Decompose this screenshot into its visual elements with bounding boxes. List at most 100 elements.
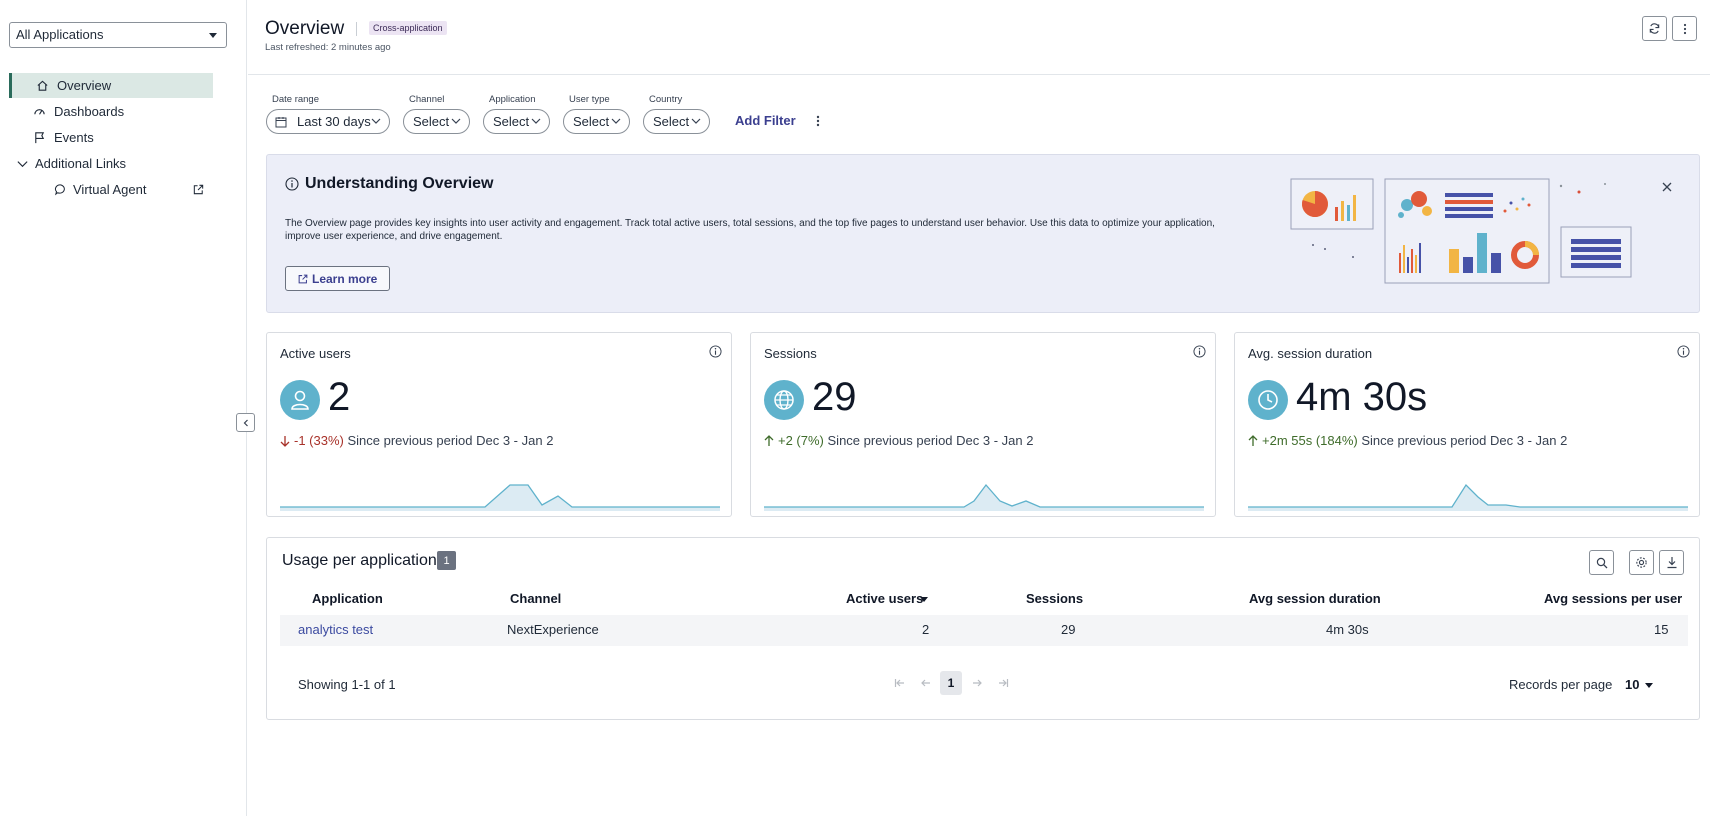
scope-badge: Cross-application	[369, 21, 447, 35]
card-title: Active users	[280, 346, 351, 361]
learn-more-button[interactable]: Learn more	[285, 266, 390, 291]
card-title: Avg. session duration	[1248, 346, 1373, 361]
application-filter[interactable]: Select	[483, 109, 550, 134]
previous-page-button[interactable]	[915, 671, 937, 695]
chat-icon	[54, 184, 65, 196]
close-icon[interactable]	[1661, 181, 1673, 193]
sort-descending-icon	[920, 597, 928, 602]
avg-session-duration-cell: 4m 30s	[1326, 622, 1369, 637]
sidebar-item-dashboards[interactable]: Dashboards	[9, 99, 213, 124]
showing-count: Showing 1-1 of 1	[298, 677, 396, 692]
first-page-button[interactable]	[889, 671, 911, 695]
user-type-value: Select	[573, 114, 610, 129]
delta-since: Since previous period Dec 3 - Jan 2	[1361, 433, 1568, 448]
external-link-icon[interactable]	[192, 183, 205, 196]
arrow-down-icon	[280, 436, 290, 447]
active-users-value: 2	[328, 375, 351, 419]
records-per-page-select[interactable]: 10	[1625, 677, 1640, 692]
country-value: Select	[653, 114, 690, 129]
column-header-avg-sessions-per-user[interactable]: Avg sessions per user	[1544, 591, 1683, 606]
calendar-icon	[275, 117, 287, 128]
settings-button[interactable]	[1629, 550, 1654, 575]
last-page-button[interactable]	[992, 671, 1014, 695]
arrow-up-icon	[764, 435, 774, 446]
date-range-label: Date range	[272, 94, 320, 105]
user-type-filter[interactable]: Select	[563, 109, 630, 134]
refresh-icon	[1649, 23, 1660, 34]
active-users-delta: -1 (33%) Since previous period Dec 3 - J…	[280, 433, 553, 448]
application-value: Select	[493, 114, 530, 129]
overview-illustration	[1290, 178, 1632, 284]
sidebar-group-additional-links[interactable]: Additional Links	[9, 151, 213, 176]
user-type-label: User type	[569, 94, 610, 105]
sessions-cell: 29	[1061, 622, 1076, 637]
arrow-right-icon	[973, 679, 982, 687]
info-icon[interactable]	[1193, 345, 1206, 358]
add-filter-button[interactable]: Add Filter	[735, 113, 796, 128]
refresh-button[interactable]	[1642, 16, 1667, 41]
avg-session-duration-card: Avg. session duration 4m 30s +2m 55s (18…	[1234, 332, 1700, 517]
column-header-channel[interactable]: Channel	[510, 591, 562, 606]
channel-filter[interactable]: Select	[403, 109, 470, 134]
sessions-value: 29	[812, 375, 857, 419]
chevron-down-icon	[451, 118, 461, 124]
search-button[interactable]	[1589, 550, 1614, 575]
country-filter[interactable]: Select	[643, 109, 710, 134]
kebab-icon	[1683, 23, 1686, 34]
sidebar-item-label: Overview	[57, 78, 112, 93]
country-label: Country	[649, 94, 683, 105]
caret-down-icon	[209, 33, 217, 38]
sidebar-item-label: Events	[54, 130, 94, 145]
chevron-down-icon	[611, 118, 621, 124]
date-range-value: Last 30 days	[297, 114, 371, 129]
chevron-down-icon	[17, 161, 28, 168]
date-range-filter[interactable]: Last 30 days	[266, 109, 390, 134]
last-page-icon	[999, 679, 1009, 687]
gauge-icon	[34, 109, 45, 115]
channel-cell: NextExperience	[507, 622, 599, 637]
avg-session-duration-delta: +2m 55s (184%) Since previous period Dec…	[1248, 433, 1567, 448]
active-users-sparkline	[280, 484, 720, 511]
active-users-cell: 2	[922, 622, 930, 637]
application-label: Application	[489, 94, 536, 105]
next-page-button[interactable]	[966, 671, 988, 695]
collapse-sidebar-button[interactable]	[236, 413, 255, 432]
sidebar-item-label: Additional Links	[35, 156, 127, 171]
info-icon[interactable]	[1677, 345, 1690, 358]
page-title: Overview	[265, 18, 345, 39]
delta-value: +2 (7%)	[778, 433, 824, 448]
home-icon	[37, 80, 48, 91]
column-header-avg-session-duration[interactable]: Avg session duration	[1249, 591, 1381, 606]
application-link[interactable]: analytics test	[298, 622, 374, 637]
first-page-icon	[894, 679, 904, 687]
avg-session-duration-value: 4m 30s	[1296, 375, 1428, 419]
chevron-left-icon	[243, 419, 248, 426]
sidebar-item-label: Dashboards	[54, 104, 125, 119]
info-banner: Understanding Overview The Overview page…	[266, 154, 1700, 313]
info-icon[interactable]	[709, 345, 722, 358]
page-number-button[interactable]: 1	[940, 671, 962, 695]
application-select[interactable]: All Applications	[9, 22, 227, 48]
sidebar-item-virtual-agent[interactable]: Virtual Agent	[9, 177, 213, 202]
chevron-down-icon	[531, 118, 541, 124]
filter-options-kebab-icon[interactable]	[813, 113, 823, 129]
search-icon	[1596, 557, 1607, 568]
delta-value: -1 (33%)	[294, 433, 344, 448]
sessions-card: Sessions 29 +2 (7%) Since previous perio…	[750, 332, 1216, 517]
column-header-application[interactable]: Application	[312, 591, 383, 606]
clock-icon	[1248, 380, 1288, 420]
column-header-sessions[interactable]: Sessions	[1026, 591, 1084, 606]
panel-title: Usage per application	[282, 552, 437, 569]
active-users-card: Active users 2 -1 (33%) Since previous p…	[266, 332, 732, 517]
download-button[interactable]	[1659, 550, 1684, 575]
sessions-delta: +2 (7%) Since previous period Dec 3 - Ja…	[764, 433, 1033, 448]
external-link-icon	[298, 274, 308, 284]
last-refreshed-text: Last refreshed: 2 minutes ago	[265, 42, 391, 53]
more-options-button[interactable]	[1672, 16, 1697, 41]
delta-since: Since previous period Dec 3 - Jan 2	[827, 433, 1034, 448]
delta-value: +2m 55s (184%)	[1262, 433, 1358, 448]
sidebar-item-events[interactable]: Events	[9, 125, 213, 150]
column-header-active-users[interactable]: Active users	[846, 591, 924, 606]
sidebar-item-label: Virtual Agent	[73, 182, 147, 197]
sidebar-item-overview[interactable]: Overview	[9, 73, 213, 98]
